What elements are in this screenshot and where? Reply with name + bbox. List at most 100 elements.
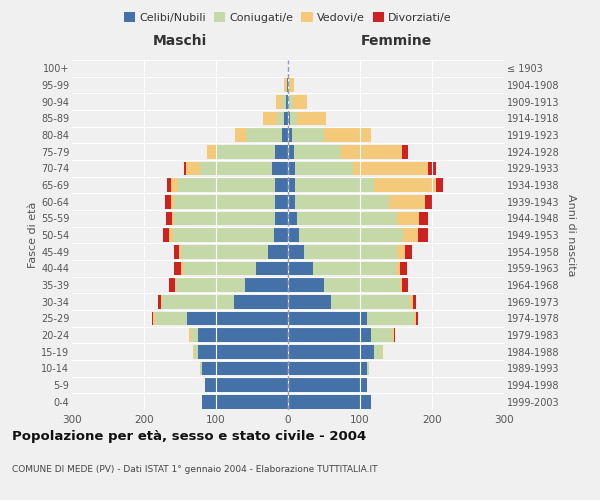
Bar	[313, 262, 396, 275]
Bar	[217, 145, 275, 158]
Bar	[295, 178, 374, 192]
Bar	[396, 262, 400, 275]
Bar	[371, 328, 392, 342]
Bar	[206, 145, 217, 158]
Bar	[158, 295, 161, 308]
Bar	[187, 312, 288, 325]
Bar	[193, 345, 194, 358]
Bar	[186, 162, 200, 175]
Bar	[287, 78, 288, 92]
Bar	[290, 112, 298, 125]
Bar	[404, 245, 412, 258]
Bar	[184, 262, 256, 275]
Bar	[389, 195, 425, 208]
Bar	[288, 312, 367, 325]
Bar	[293, 95, 307, 108]
Bar	[181, 245, 268, 258]
Bar	[288, 162, 295, 175]
Bar	[166, 212, 172, 225]
Bar	[245, 128, 281, 142]
Bar	[169, 278, 175, 292]
Bar	[277, 95, 282, 108]
Bar	[284, 78, 287, 92]
Bar	[174, 195, 275, 208]
Bar	[275, 195, 288, 208]
Bar	[173, 228, 274, 242]
Bar	[403, 228, 418, 242]
Bar	[341, 145, 402, 158]
Bar	[425, 195, 432, 208]
Bar	[163, 228, 169, 242]
Bar	[331, 295, 410, 308]
Bar	[288, 378, 367, 392]
Bar	[235, 128, 245, 142]
Bar	[275, 212, 288, 225]
Bar	[198, 345, 288, 358]
Legend: Celibi/Nubili, Coniugati/e, Vedovi/e, Divorziati/e: Celibi/Nubili, Coniugati/e, Vedovi/e, Di…	[120, 8, 456, 28]
Bar	[288, 212, 296, 225]
Bar	[324, 128, 371, 142]
Bar	[416, 312, 418, 325]
Bar	[179, 245, 181, 258]
Bar	[397, 245, 404, 258]
Bar	[288, 328, 371, 342]
Bar	[169, 228, 173, 242]
Bar	[154, 312, 155, 325]
Bar	[190, 328, 191, 342]
Bar	[394, 328, 395, 342]
Bar	[274, 228, 288, 242]
Bar	[282, 95, 286, 108]
Bar	[367, 362, 368, 375]
Bar	[288, 262, 313, 275]
Bar	[281, 128, 288, 142]
Bar	[170, 178, 178, 192]
Bar	[268, 245, 288, 258]
Bar	[400, 278, 402, 292]
Bar	[294, 145, 341, 158]
Bar	[298, 112, 326, 125]
Bar	[288, 395, 371, 408]
Bar	[234, 295, 288, 308]
Bar	[161, 295, 162, 308]
Bar	[286, 95, 288, 108]
Bar	[174, 212, 275, 225]
Bar	[202, 362, 288, 375]
Text: COMUNE DI MEDE (PV) - Dati ISTAT 1° gennaio 2004 - Elaborazione TUTTITALIA.IT: COMUNE DI MEDE (PV) - Dati ISTAT 1° genn…	[12, 465, 377, 474]
Bar	[290, 78, 294, 92]
Bar	[288, 112, 290, 125]
Bar	[191, 328, 198, 342]
Bar	[263, 112, 277, 125]
Bar	[205, 378, 288, 392]
Bar	[167, 178, 170, 192]
Bar	[292, 128, 324, 142]
Bar	[176, 278, 245, 292]
Bar	[288, 128, 292, 142]
Bar	[289, 78, 290, 92]
Bar	[288, 145, 294, 158]
Bar	[324, 278, 400, 292]
Bar	[174, 262, 181, 275]
Y-axis label: Fasce di età: Fasce di età	[28, 202, 38, 268]
Bar	[277, 112, 284, 125]
Bar	[288, 245, 304, 258]
Bar	[288, 345, 374, 358]
Bar	[275, 145, 288, 158]
Bar	[374, 178, 436, 192]
Bar	[296, 212, 397, 225]
Text: Femmine: Femmine	[361, 34, 431, 48]
Bar	[288, 195, 295, 208]
Bar	[170, 195, 174, 208]
Bar	[175, 278, 176, 292]
Bar	[382, 345, 383, 358]
Bar	[256, 262, 288, 275]
Bar	[181, 262, 184, 275]
Bar	[275, 178, 288, 192]
Bar	[245, 278, 288, 292]
Bar	[295, 195, 389, 208]
Bar	[162, 295, 234, 308]
Bar	[288, 295, 331, 308]
Bar	[410, 295, 413, 308]
Bar	[288, 362, 367, 375]
Bar	[299, 228, 403, 242]
Bar	[165, 195, 170, 208]
